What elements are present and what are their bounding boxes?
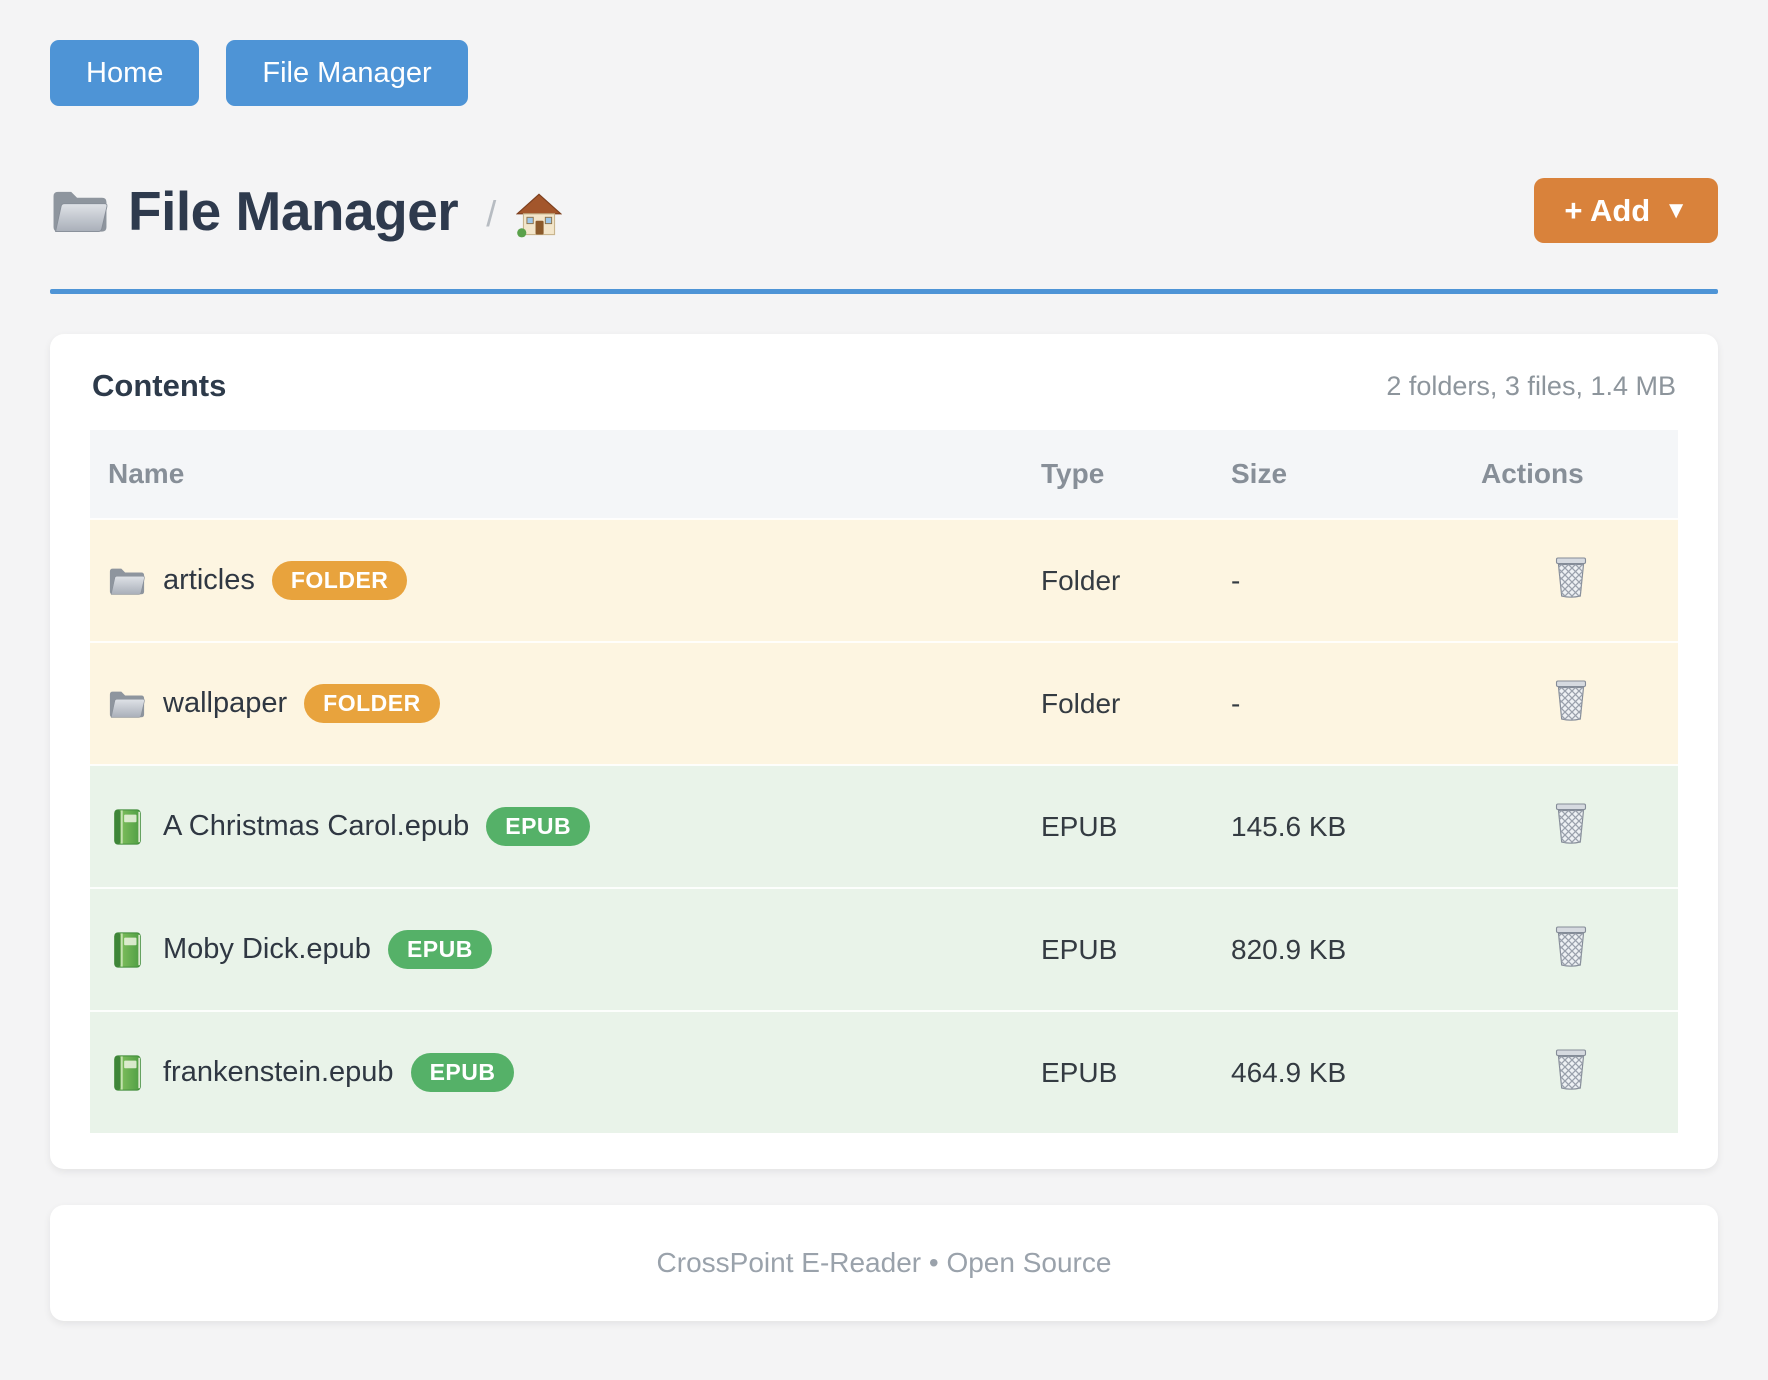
file-type: EPUB xyxy=(1023,1010,1213,1133)
column-header-type: Type xyxy=(1023,430,1213,519)
file-name: Moby Dick.epub xyxy=(163,933,371,965)
page: Home File Manager File Manager / + Add ▼… xyxy=(50,40,1718,1321)
house-icon[interactable] xyxy=(516,192,562,238)
caret-down-icon: ▼ xyxy=(1664,196,1688,224)
trash-icon xyxy=(1551,554,1591,600)
column-header-actions: Actions xyxy=(1463,430,1678,519)
book-icon xyxy=(108,931,146,969)
folder-icon xyxy=(108,685,146,723)
add-button-label: + Add xyxy=(1564,193,1651,228)
contents-table-body: articles FOLDER Folder - wallpaper FOLDE… xyxy=(90,518,1678,1133)
top-nav: Home File Manager xyxy=(50,40,1718,106)
book-icon xyxy=(108,808,146,846)
folder-icon xyxy=(50,186,110,236)
trash-icon xyxy=(1551,677,1591,723)
nav-button-home[interactable]: Home xyxy=(50,40,200,106)
type-badge: FOLDER xyxy=(271,561,408,600)
nav-button-file-manager[interactable]: File Manager xyxy=(226,40,468,106)
title-wrap: File Manager / xyxy=(50,179,562,243)
page-header: File Manager / + Add ▼ xyxy=(50,178,1718,243)
file-size: 145.6 KB xyxy=(1213,764,1463,888)
table-row[interactable]: articles FOLDER Folder - xyxy=(90,518,1678,642)
table-row[interactable]: A Christmas Carol.epub EPUB EPUB 145.6 K… xyxy=(90,764,1678,888)
contents-card: Contents 2 folders, 3 files, 1.4 MB Name… xyxy=(50,334,1718,1169)
column-header-size: Size xyxy=(1213,430,1463,519)
file-name: articles xyxy=(163,564,255,596)
file-size: 820.9 KB xyxy=(1213,887,1463,1011)
file-type: EPUB xyxy=(1023,764,1213,888)
card-head: Contents 2 folders, 3 files, 1.4 MB xyxy=(90,368,1678,404)
delete-button[interactable] xyxy=(1551,923,1591,969)
delete-button[interactable] xyxy=(1551,677,1591,723)
book-icon xyxy=(108,1054,146,1092)
type-badge: EPUB xyxy=(486,807,591,846)
type-badge: EPUB xyxy=(410,1053,515,1092)
file-type: EPUB xyxy=(1023,887,1213,1011)
table-header-row: Name Type Size Actions xyxy=(90,430,1678,519)
file-name: frankenstein.epub xyxy=(163,1056,394,1088)
file-size: - xyxy=(1213,518,1463,642)
file-name: wallpaper xyxy=(163,687,288,719)
type-badge: FOLDER xyxy=(304,684,440,723)
page-title: File Manager xyxy=(128,179,459,242)
contents-summary: 2 folders, 3 files, 1.4 MB xyxy=(1386,370,1676,401)
file-type: Folder xyxy=(1023,518,1213,642)
delete-button[interactable] xyxy=(1551,800,1591,846)
footer: CrossPoint E-Reader • Open Source xyxy=(50,1205,1718,1321)
table-row[interactable]: frankenstein.epub EPUB EPUB 464.9 KB xyxy=(90,1010,1678,1133)
trash-icon xyxy=(1551,1046,1591,1092)
file-name: A Christmas Carol.epub xyxy=(163,810,470,842)
trash-icon xyxy=(1551,923,1591,969)
type-badge: EPUB xyxy=(387,930,492,969)
folder-icon xyxy=(108,562,146,600)
trash-icon xyxy=(1551,800,1591,846)
file-size: - xyxy=(1213,641,1463,765)
contents-title: Contents xyxy=(92,368,227,403)
file-size: 464.9 KB xyxy=(1213,1010,1463,1133)
footer-text: CrossPoint E-Reader • Open Source xyxy=(656,1247,1112,1278)
contents-table: Name Type Size Actions articles FOLDER F… xyxy=(90,430,1678,1133)
delete-button[interactable] xyxy=(1551,1046,1591,1092)
header-divider xyxy=(50,289,1718,294)
column-header-name: Name xyxy=(90,430,1023,519)
add-button[interactable]: + Add ▼ xyxy=(1534,178,1718,243)
file-type: Folder xyxy=(1023,641,1213,765)
breadcrumb-separator: / xyxy=(486,192,497,234)
table-row[interactable]: wallpaper FOLDER Folder - xyxy=(90,641,1678,765)
delete-button[interactable] xyxy=(1551,554,1591,600)
table-row[interactable]: Moby Dick.epub EPUB EPUB 820.9 KB xyxy=(90,887,1678,1011)
